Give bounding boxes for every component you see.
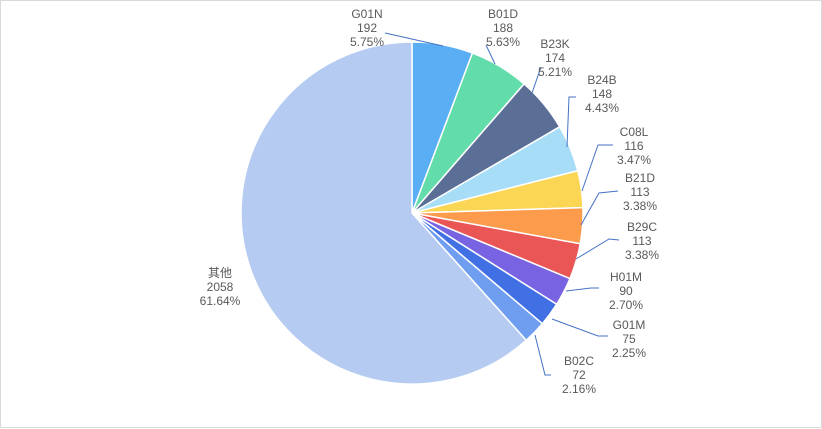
label-percent: 2.70%: [609, 298, 643, 312]
label-value: 2058: [207, 280, 234, 294]
leader-line-G01M: [551, 318, 608, 337]
label-percent: 4.43%: [585, 101, 619, 115]
label-value: 148: [592, 87, 612, 101]
leader-line-B23K: [531, 66, 542, 94]
label-value: 116: [624, 139, 643, 153]
label-name: B29C: [627, 220, 657, 234]
label-percent: 3.38%: [625, 248, 659, 262]
label-name: H01M: [610, 270, 642, 284]
pie-slices: [240, 41, 584, 385]
leader-line-H01M: [565, 287, 599, 292]
leader-line-B21D: [580, 190, 619, 226]
label-value: 113: [632, 234, 651, 248]
label-percent: 5.63%: [486, 35, 520, 49]
label-value: 113: [630, 185, 649, 199]
label-percent: 2.25%: [612, 346, 646, 360]
label-value: 188: [493, 21, 513, 35]
label-name: B01D: [488, 7, 518, 21]
label-name: G01M: [613, 318, 646, 332]
label-name: B02C: [564, 354, 594, 368]
label-name: B24B: [587, 73, 616, 87]
label-value: 192: [357, 21, 377, 35]
leader-line-B01D: [485, 44, 496, 65]
pie-slice-其他: [240, 41, 528, 385]
label-percent: 3.38%: [623, 199, 657, 213]
label-percent: 61.64%: [200, 294, 241, 308]
leader-line-G01N: [384, 32, 444, 47]
leader-line-C08L: [581, 144, 613, 192]
leader-line-B29C: [575, 238, 620, 260]
leader-line-B02C: [534, 334, 551, 376]
label-percent: 5.75%: [350, 35, 384, 49]
label-value: 75: [622, 332, 636, 346]
label-percent: 2.16%: [562, 382, 596, 396]
label-name: 其他: [208, 266, 232, 280]
label-percent: 5.21%: [538, 65, 572, 79]
label-value: 174: [545, 51, 565, 65]
label-name: B21D: [625, 171, 655, 185]
label-name: G01N: [351, 7, 382, 21]
label-value: 72: [572, 368, 586, 382]
label-name: C08L: [620, 125, 649, 139]
leader-line-B24B: [566, 96, 576, 148]
label-value: 90: [619, 284, 633, 298]
label-name: B23K: [540, 37, 569, 51]
leader-lines: [384, 32, 620, 376]
label-percent: 3.47%: [617, 153, 651, 167]
